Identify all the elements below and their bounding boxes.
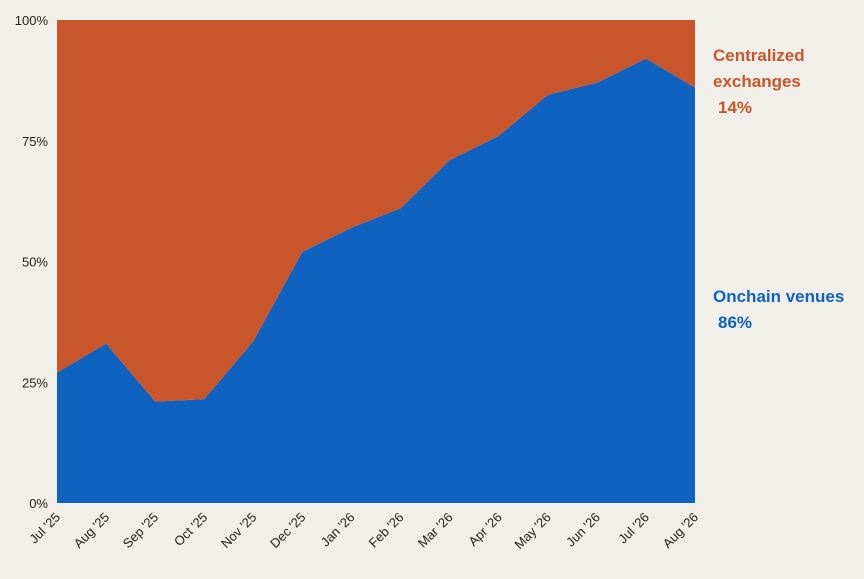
- x-tick-label: Mar '26: [415, 510, 456, 551]
- x-tick-label: Dec '25: [267, 510, 308, 551]
- legend-cex-value: 14%: [718, 98, 753, 117]
- x-tick-label: Jun '26: [563, 510, 603, 550]
- y-tick-label: 50%: [22, 255, 48, 270]
- legend-onchain-venues: Onchain venues 86%: [713, 284, 844, 336]
- chart-areas: [57, 20, 695, 503]
- area-series-centralized-exchanges: [57, 20, 695, 402]
- x-tick-label: Apr '26: [465, 510, 504, 549]
- y-tick-label: 100%: [15, 13, 49, 28]
- legend-onchain-value: 86%: [718, 313, 753, 332]
- legend-cex-name-line1: Centralized: [713, 46, 805, 65]
- y-tick-label: 25%: [22, 375, 48, 390]
- x-tick-label: Sep '25: [120, 510, 161, 551]
- x-tick-label: Feb '26: [366, 510, 407, 551]
- y-tick-label: 75%: [22, 134, 48, 149]
- x-tick-label: Nov '25: [218, 510, 259, 551]
- x-tick-label: Oct '25: [171, 510, 210, 549]
- legend-cex-name-line2: exchanges: [713, 72, 801, 91]
- y-axis-ticks: 0% 25% 50% 75% 100%: [15, 13, 49, 511]
- x-tick-label: Jul '26: [615, 510, 652, 547]
- area-series-onchain-venues: [57, 58, 695, 503]
- x-tick-label: May '26: [511, 510, 554, 553]
- x-tick-label: Aug '26: [660, 510, 701, 551]
- legend-centralized-exchanges: Centralized exchanges 14%: [713, 43, 805, 121]
- x-tick-label: Jan '26: [318, 510, 358, 550]
- x-tick-label: Jul '25: [26, 510, 63, 547]
- y-tick-label: 0%: [29, 496, 48, 511]
- legend-onchain-name: Onchain venues: [713, 287, 845, 306]
- x-axis-ticks: Jul '25 Aug '25 Sep '25 Oct '25 Nov '25 Dec '…: [26, 510, 701, 553]
- x-tick-label: Aug '25: [71, 510, 112, 551]
